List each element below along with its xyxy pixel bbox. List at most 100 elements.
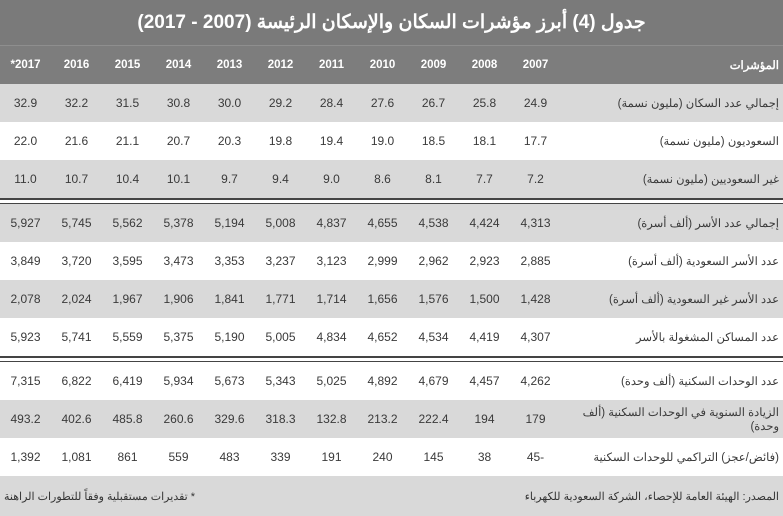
table-cell: 8.1	[425, 172, 442, 186]
table-cell: 1,906	[163, 292, 194, 306]
table-row: عدد الوحدات السكنية (ألف وحدة) 4,262 4,457…	[0, 362, 783, 400]
table-cell: 7.2	[527, 172, 544, 186]
table-cell: 3,595	[112, 254, 143, 268]
source-note: المصدر: الهيئة العامة للإحصاء، الشركة ال…	[524, 490, 779, 503]
table-cell: 1,500	[469, 292, 500, 306]
table-cell: 3,849	[10, 254, 41, 268]
table-cell: 5,745	[61, 216, 92, 230]
header-label: المؤشرات	[729, 60, 779, 72]
table-cell: 10.4	[115, 172, 140, 186]
table-cell: 30.0	[217, 96, 242, 110]
table-cell: 6,419	[112, 374, 143, 388]
table-cell: 5,673	[214, 374, 245, 388]
table-cell: 28.4	[319, 96, 344, 110]
header-year: 2010	[369, 59, 396, 71]
header-year: 2015	[114, 59, 141, 71]
table-row: الزيادة السنوية في الوحدات السكنية (ألف …	[0, 400, 783, 438]
table-cell: 5,934	[163, 374, 194, 388]
table-cell: 24.9	[523, 96, 548, 110]
table-cell: 27.6	[370, 96, 395, 110]
table-cell: 4,538	[418, 216, 449, 230]
table-row: عدد الأسر غير السعودية (ألف أسرة) 1,428 1,…	[0, 280, 783, 318]
table-row: إجمالي عدد الأسر (ألف أسرة) 4,313 4,424 4,5…	[0, 204, 783, 242]
table-cell: 2,999	[367, 254, 398, 268]
header-year: 2016	[63, 59, 90, 71]
row-label: عدد الوحدات السكنية (ألف وحدة)	[620, 376, 779, 388]
table-cell: 191	[321, 450, 342, 464]
row-label: إجمالي عدد السكان (مليون نسمة)	[617, 98, 779, 110]
table-cell: 559	[168, 450, 189, 464]
estimate-note: * تقديرات مستقبلية وفقاً للتطورات الراهن…	[4, 490, 196, 503]
table-cell: 19.4	[319, 134, 344, 148]
table-cell: 194	[474, 412, 495, 426]
row-label: عدد الأسر غير السعودية (ألف أسرة)	[609, 294, 779, 306]
header-year: 2007	[522, 59, 549, 71]
table-row: عدد المساكن المشغولة بالأسر 4,307 4,419 4,5…	[0, 318, 783, 356]
table-cell: 1,967	[112, 292, 143, 306]
table-cell: 3,123	[316, 254, 347, 268]
table-cell: 5,923	[10, 330, 41, 344]
table-cell: 11.0	[14, 172, 37, 186]
table-cell: 4,837	[316, 216, 347, 230]
table-cell: 4,652	[367, 330, 398, 344]
table-cell: 485.8	[112, 412, 143, 426]
table-cell: 32.2	[64, 96, 89, 110]
table-cell: 18.1	[472, 134, 497, 148]
table-cell: 2,923	[469, 254, 500, 268]
table-cell: 1,656	[367, 292, 398, 306]
table-cell: 402.6	[61, 412, 92, 426]
table-cell: 9.0	[323, 172, 340, 186]
table-cell: 3,237	[265, 254, 296, 268]
table-footer: المصدر: الهيئة العامة للإحصاء، الشركة ال…	[0, 476, 783, 516]
table-cell: 861	[117, 450, 138, 464]
table-row: السعوديون (مليون نسمة) 17.7 18.1 18.5 19.0 19…	[0, 122, 783, 160]
table-cell: 5,194	[214, 216, 245, 230]
table-cell: 21.6	[64, 134, 89, 148]
table-cell: 4,313	[520, 216, 551, 230]
header-year: 2009	[420, 59, 447, 71]
table-cell: 4,834	[316, 330, 347, 344]
table-cell: 31.5	[115, 96, 140, 110]
table-cell: 5,190	[214, 330, 245, 344]
table-cell: 179	[525, 412, 546, 426]
table-cell: 5,559	[112, 330, 143, 344]
table-cell: 6,822	[61, 374, 92, 388]
table-row: غير السعوديين (مليون نسمة) 7.2 7.7 8.1 8.6 9.…	[0, 160, 783, 198]
row-label: السعوديون (مليون نسمة)	[659, 136, 779, 148]
table-cell: 213.2	[367, 412, 398, 426]
header-year: *2017	[10, 59, 41, 71]
row-label: الزيادة السنوية في الوحدات السكنية (ألف …	[582, 407, 779, 433]
header-year: 2008	[471, 59, 498, 71]
table-cell: 17.7	[523, 134, 548, 148]
table-cell: 10.1	[166, 172, 191, 186]
table-cell: 4,262	[520, 374, 551, 388]
table-cell: 1,714	[316, 292, 347, 306]
table-cell: 1,428	[520, 292, 551, 306]
table-cell: 318.3	[265, 412, 296, 426]
table-cell: 4,307	[520, 330, 551, 344]
row-label: غير السعوديين (مليون نسمة)	[642, 174, 779, 186]
table-cell: 22.0	[13, 134, 38, 148]
table-cell: 240	[372, 450, 393, 464]
table-title: جدول (4) أبرز مؤشرات السكان والإسكان الر…	[0, 0, 783, 45]
table-cell: 3,473	[163, 254, 194, 268]
table-cell: 145	[423, 450, 444, 464]
table-cell: 18.5	[421, 134, 446, 148]
table-cell: 4,419	[469, 330, 500, 344]
table-cell: 493.2	[10, 412, 41, 426]
table-cell: 1,576	[418, 292, 449, 306]
table-cell: 5,378	[163, 216, 194, 230]
table-cell: 5,005	[265, 330, 296, 344]
table-cell: 4,424	[469, 216, 500, 230]
table-cell: 483	[219, 450, 240, 464]
table-cell: 5,375	[163, 330, 194, 344]
row-label: عدد المساكن المشغولة بالأسر	[636, 332, 779, 344]
table-cell: 19.0	[370, 134, 395, 148]
table-cell: 5,927	[10, 216, 41, 230]
group-divider	[0, 198, 783, 204]
table-cell: 5,562	[112, 216, 143, 230]
table-cell: 25.8	[472, 96, 497, 110]
table-cell: 339	[270, 450, 291, 464]
table-cell: 4,892	[367, 374, 398, 388]
